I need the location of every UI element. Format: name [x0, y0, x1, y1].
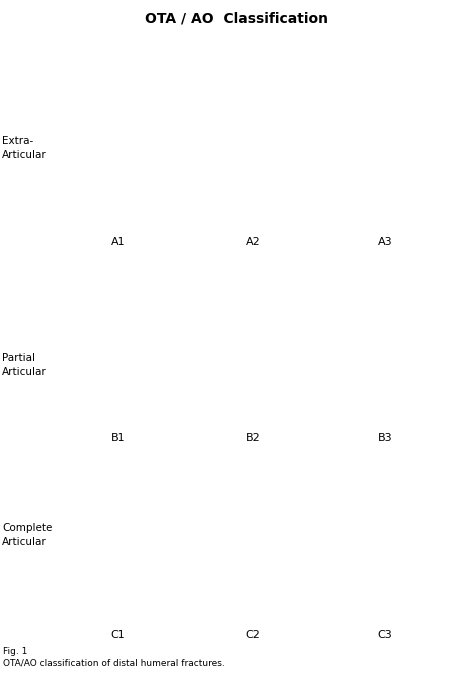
Text: C2: C2: [246, 630, 260, 640]
Text: OTA / AO  Classification: OTA / AO Classification: [146, 12, 328, 26]
Text: A3: A3: [378, 237, 392, 247]
Text: B1: B1: [111, 433, 125, 443]
Text: Partial
Articular: Partial Articular: [2, 353, 47, 377]
Text: C3: C3: [378, 630, 392, 640]
Text: Complete
Articular: Complete Articular: [2, 524, 52, 547]
Text: OTA/AO classification of distal humeral fractures.: OTA/AO classification of distal humeral …: [3, 659, 225, 668]
Text: B3: B3: [378, 433, 392, 443]
Text: Fig. 1: Fig. 1: [3, 647, 27, 656]
Text: A2: A2: [246, 237, 260, 247]
Text: C1: C1: [110, 630, 126, 640]
Text: Extra-
Articular: Extra- Articular: [2, 136, 47, 160]
Text: A1: A1: [111, 237, 125, 247]
Text: B2: B2: [246, 433, 260, 443]
